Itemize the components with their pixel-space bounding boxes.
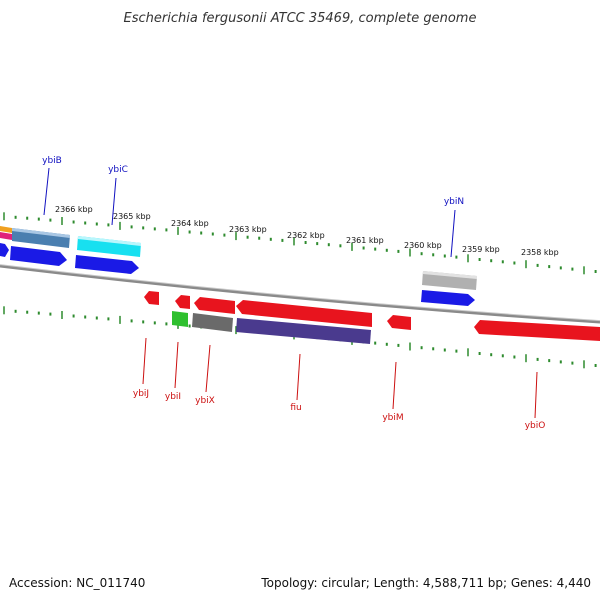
kbp-label: 2362 kbp — [287, 231, 325, 240]
gene-label-ybiI[interactable]: ybiI — [165, 392, 181, 402]
gene-feature-magenta[interactable] — [0, 232, 12, 240]
kbp-label: 2364 kbp — [171, 219, 209, 228]
gene-ybiN-highlight — [423, 271, 477, 279]
backbone-highlight — [0, 264, 600, 322]
gene-feature-orange[interactable] — [0, 226, 12, 233]
leader-fiu — [296, 353, 301, 401]
gene-label-ybiM[interactable]: ybiM — [382, 413, 403, 423]
genome-summary-text: Topology: circular; Length: 4,588,711 bp… — [260, 576, 591, 590]
label-leader-lines — [43, 167, 538, 419]
accession-text: Accession: NC_011740 — [9, 576, 145, 590]
kbp-label: 2365 kbp — [113, 212, 151, 221]
kbp-label: 2360 kbp — [404, 241, 442, 250]
kbp-label: 2361 kbp — [346, 236, 384, 245]
leader-ybiN — [450, 209, 456, 258]
leader-ybiC — [111, 177, 117, 226]
gene-fiu[interactable] — [236, 318, 371, 344]
gene-ybiB-highlight — [12, 228, 70, 238]
gene-label-ybiB[interactable]: ybiB — [42, 156, 62, 166]
gene-label-ybiC[interactable]: ybiC — [108, 165, 128, 175]
gene-fiu-arrow[interactable] — [236, 300, 372, 327]
gene-ybiJ[interactable] — [144, 291, 159, 305]
gene-label-ybiN[interactable]: ybiN — [444, 197, 464, 207]
backbone — [0, 264, 600, 324]
gene-label-ybiO[interactable]: ybiO — [525, 421, 546, 431]
gene-ybiC-highlight — [78, 236, 141, 246]
gene-ybiI[interactable] — [175, 295, 190, 309]
gene-ybiM[interactable] — [387, 315, 411, 330]
gene-label-ybiJ[interactable]: ybiJ — [133, 389, 149, 399]
kbp-label: 2363 kbp — [229, 225, 267, 234]
kbp-label: 2366 kbp — [55, 205, 93, 214]
gene-arrow-blue[interactable] — [421, 290, 475, 306]
gene-labels: ybiB ybiC ybiN ybiJ ybiI ybiX fiu ybiM y… — [42, 156, 545, 431]
gene-label-fiu[interactable]: fiu — [290, 403, 301, 413]
gene-ybiO[interactable] — [474, 320, 600, 341]
gene-label-ybiX[interactable]: ybiX — [195, 396, 215, 406]
reverse-strand-features — [144, 291, 600, 344]
gene-arrow-blue[interactable] — [10, 246, 67, 266]
leader-ybiX — [205, 344, 211, 393]
gene-ybiX[interactable] — [192, 313, 233, 332]
leader-ybiM — [392, 361, 397, 410]
leader-ybiJ — [142, 337, 147, 385]
kbp-label: 2359 kbp — [462, 245, 500, 254]
gene-arrow-blue[interactable] — [75, 255, 139, 274]
kbp-label: 2358 kbp — [521, 248, 559, 257]
gene-ybiB[interactable] — [12, 228, 70, 248]
gene-feature-red[interactable] — [194, 297, 235, 314]
leader-ybiB — [43, 167, 50, 216]
forward-strand-features — [0, 226, 477, 306]
leader-ybiI — [174, 341, 179, 389]
gene-feature-green[interactable] — [172, 311, 188, 327]
gene-arrow-blue-partial[interactable] — [0, 243, 9, 257]
kbp-scale-labels: 2366 kbp 2365 kbp 2364 kbp 2363 kbp 2362… — [55, 205, 559, 257]
leader-ybiO — [534, 371, 538, 419]
kbp-tick-marks-forward — [3, 212, 597, 275]
map-title: Escherichia fergusonii ATCC 35469, compl… — [124, 11, 477, 26]
